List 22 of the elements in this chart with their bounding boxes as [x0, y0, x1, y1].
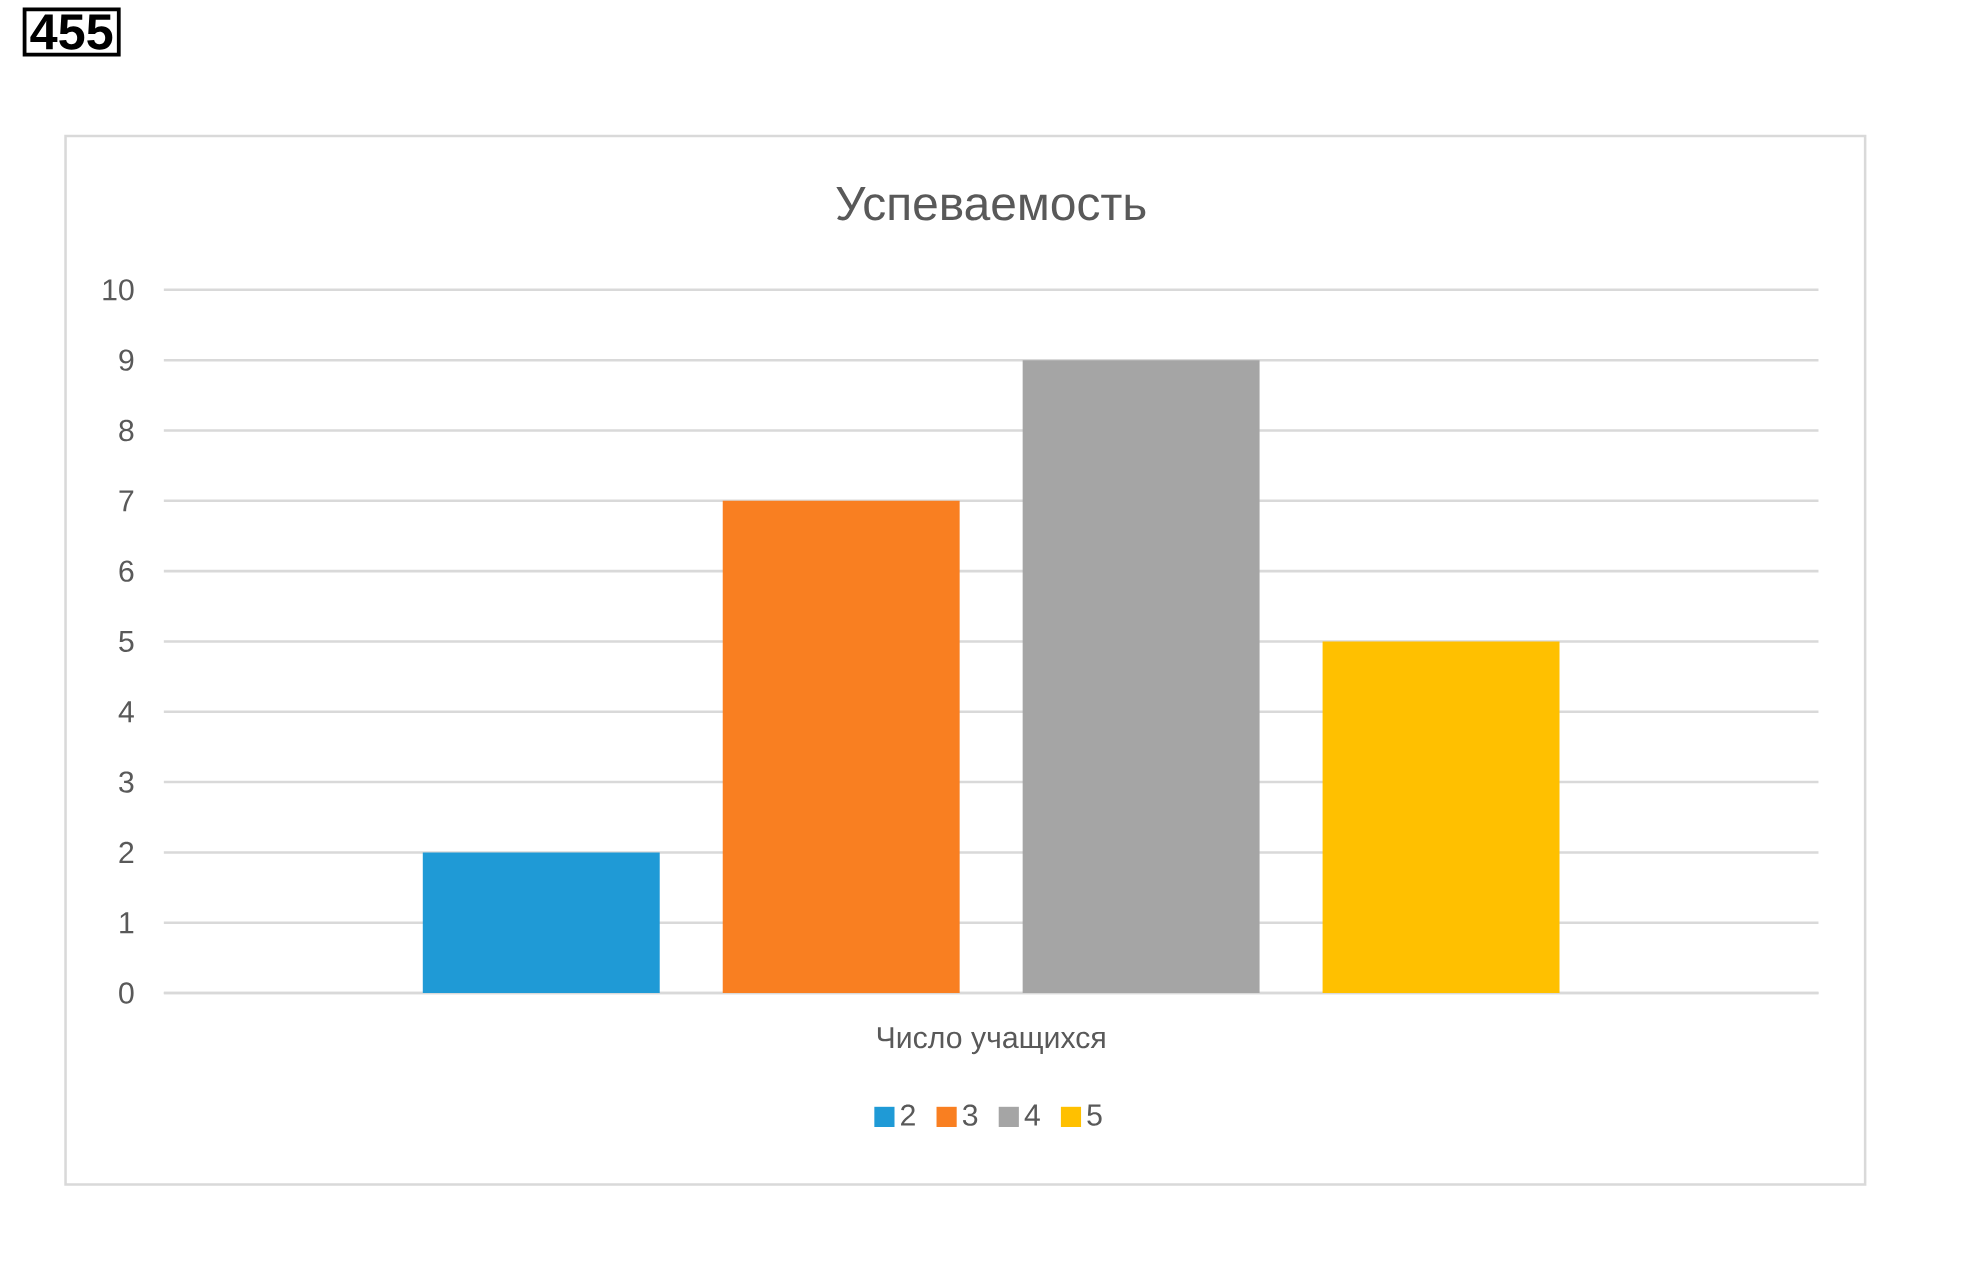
y-tick-label: 4	[118, 701, 134, 723]
text: 455	[30, 14, 113, 50]
legend-label: 5	[1087, 1104, 1102, 1126]
chart-title: Успеваемость	[836, 187, 1146, 221]
x-tick-label: Число учащихся	[877, 1027, 1105, 1055]
bar	[1322, 641, 1560, 993]
bar	[1022, 360, 1260, 993]
y-tick-label: 6	[119, 560, 134, 582]
y-tick-label: 0	[119, 982, 134, 1004]
bar	[722, 500, 960, 993]
y-tick-label: 3	[119, 771, 134, 793]
y-tick-label: 8	[119, 419, 134, 442]
legend-label: 2	[901, 1104, 915, 1126]
y-tick-label: 5	[119, 630, 134, 652]
legend-label: 4	[1024, 1104, 1040, 1126]
y-tick-label: 10	[103, 279, 134, 301]
y-tick-label: 1	[120, 912, 134, 934]
y-tick-label: 2	[119, 841, 134, 863]
legend-label: 3	[962, 1104, 978, 1126]
bar	[422, 852, 660, 993]
y-tick-label: 9	[119, 349, 134, 371]
y-tick-label: 7	[119, 490, 134, 512]
